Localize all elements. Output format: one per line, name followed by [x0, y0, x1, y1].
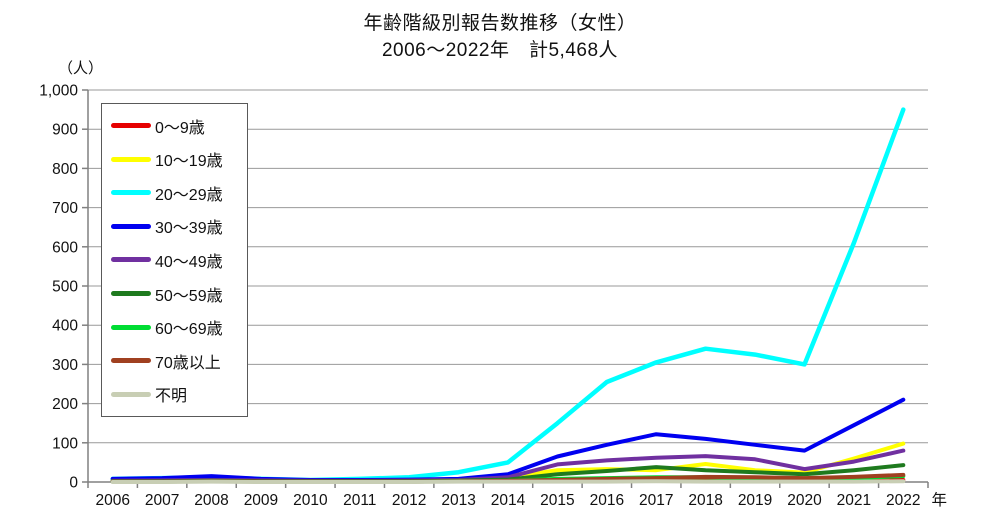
- legend-swatch: [111, 223, 151, 229]
- legend-label: 0～9歳: [155, 119, 205, 137]
- legend-swatch: [111, 391, 151, 397]
- y-tick-label: 900: [52, 122, 78, 139]
- legend-label: 40～49歳: [155, 253, 223, 271]
- x-tick-label: 2006: [95, 492, 129, 509]
- legend-swatch: [111, 123, 151, 129]
- y-tick-label: 800: [52, 161, 78, 178]
- legend-item: 0～9歳: [111, 114, 247, 138]
- legend-item: 10～19歳: [111, 147, 247, 171]
- legend-label: 60～69歳: [155, 321, 223, 339]
- y-tick-label: 400: [52, 318, 78, 335]
- x-axis-unit-label: 年: [932, 491, 948, 509]
- legend-label: 30～39歳: [155, 220, 223, 238]
- legend-swatch: [111, 324, 151, 330]
- chart-title-line1: 年齢階級別報告数推移（女性）: [363, 13, 637, 34]
- legend-swatch: [111, 358, 151, 364]
- y-axis-unit-label: （人）: [58, 60, 104, 77]
- chart-legend: 0～9歳 10～19歳 20～29歳 30～39歳 40～49歳 50～59歳 60～69歳…: [101, 103, 248, 417]
- legend-label: 70歳以上: [155, 354, 221, 372]
- x-tick-label: 2021: [837, 492, 871, 509]
- series-line: [110, 397, 906, 482]
- legend-label: 50～59歳: [155, 287, 223, 305]
- x-tick-label: 2016: [590, 492, 624, 509]
- x-tick-label: 2014: [491, 492, 526, 509]
- legend-item: 60～69歳: [111, 315, 247, 339]
- x-tick-label: 2018: [688, 492, 722, 509]
- y-tick-label: 200: [52, 396, 78, 413]
- chart-title-line2: 2006～2022年 計5,468人: [381, 40, 619, 61]
- legend-swatch: [111, 190, 151, 196]
- y-tick-label: 600: [52, 239, 78, 256]
- legend-item: 40～49歳: [111, 248, 247, 272]
- y-tick-label: 700: [52, 200, 78, 217]
- legend-label: 20～29歳: [155, 186, 223, 204]
- y-tick-label: 0: [69, 475, 78, 492]
- legend-item: 不明: [111, 382, 247, 406]
- y-tick-label: 300: [52, 357, 78, 374]
- x-tick-label: 2010: [293, 492, 328, 509]
- y-tick-label: 100: [52, 435, 78, 452]
- x-tick-label: 2012: [392, 492, 426, 509]
- x-tick-label: 2019: [738, 492, 772, 509]
- legend-swatch: [111, 156, 151, 162]
- x-tick-label: 2017: [639, 492, 673, 509]
- x-tick-label: 2008: [194, 492, 228, 509]
- legend-label: 10～19歳: [155, 153, 223, 171]
- x-tick-label: 2009: [244, 492, 278, 509]
- y-tick-label: 1,000: [39, 83, 78, 100]
- x-tick-label: 2022: [886, 492, 920, 509]
- x-tick-label: 2020: [787, 492, 822, 509]
- x-tick-label: 2011: [343, 492, 376, 509]
- chart-title: 年齢階級別報告数推移（女性） 2006～2022年 計5,468人: [0, 10, 1000, 64]
- y-tick-label: 500: [52, 279, 78, 296]
- legend-item: 70歳以上: [111, 349, 247, 373]
- legend-swatch: [111, 291, 151, 296]
- legend-swatch: [111, 257, 151, 263]
- legend-item: 30～39歳: [111, 214, 247, 238]
- x-tick-label: 2007: [145, 492, 179, 509]
- legend-item: 50～59歳: [111, 282, 247, 306]
- legend-label: 不明: [155, 388, 188, 406]
- x-tick-label: 2015: [540, 492, 574, 509]
- legend-item: 20～29歳: [111, 181, 247, 205]
- series-line: [110, 479, 906, 484]
- x-tick-label: 2013: [441, 492, 475, 509]
